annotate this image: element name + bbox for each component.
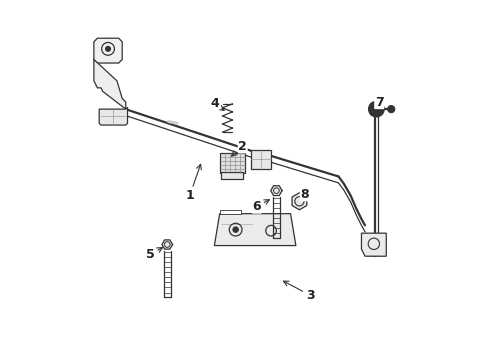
Text: 3: 3 (283, 281, 314, 302)
Text: 8: 8 (300, 188, 308, 201)
Text: 4: 4 (209, 97, 224, 111)
Polygon shape (214, 214, 295, 246)
Polygon shape (99, 107, 127, 125)
Text: 1: 1 (185, 164, 201, 202)
Circle shape (232, 227, 238, 233)
Polygon shape (94, 59, 125, 109)
Circle shape (387, 105, 394, 113)
Circle shape (105, 46, 110, 51)
Text: 2: 2 (231, 140, 246, 156)
FancyBboxPatch shape (219, 153, 244, 173)
Polygon shape (219, 210, 241, 214)
Polygon shape (270, 186, 282, 195)
FancyBboxPatch shape (251, 149, 270, 169)
Polygon shape (291, 193, 306, 210)
Polygon shape (94, 38, 122, 63)
Polygon shape (361, 233, 386, 256)
Text: 7: 7 (374, 95, 383, 108)
FancyBboxPatch shape (221, 172, 243, 179)
Text: 5: 5 (146, 248, 162, 261)
Circle shape (368, 101, 384, 117)
Text: 6: 6 (252, 200, 269, 213)
Polygon shape (162, 240, 172, 249)
Circle shape (372, 105, 379, 113)
